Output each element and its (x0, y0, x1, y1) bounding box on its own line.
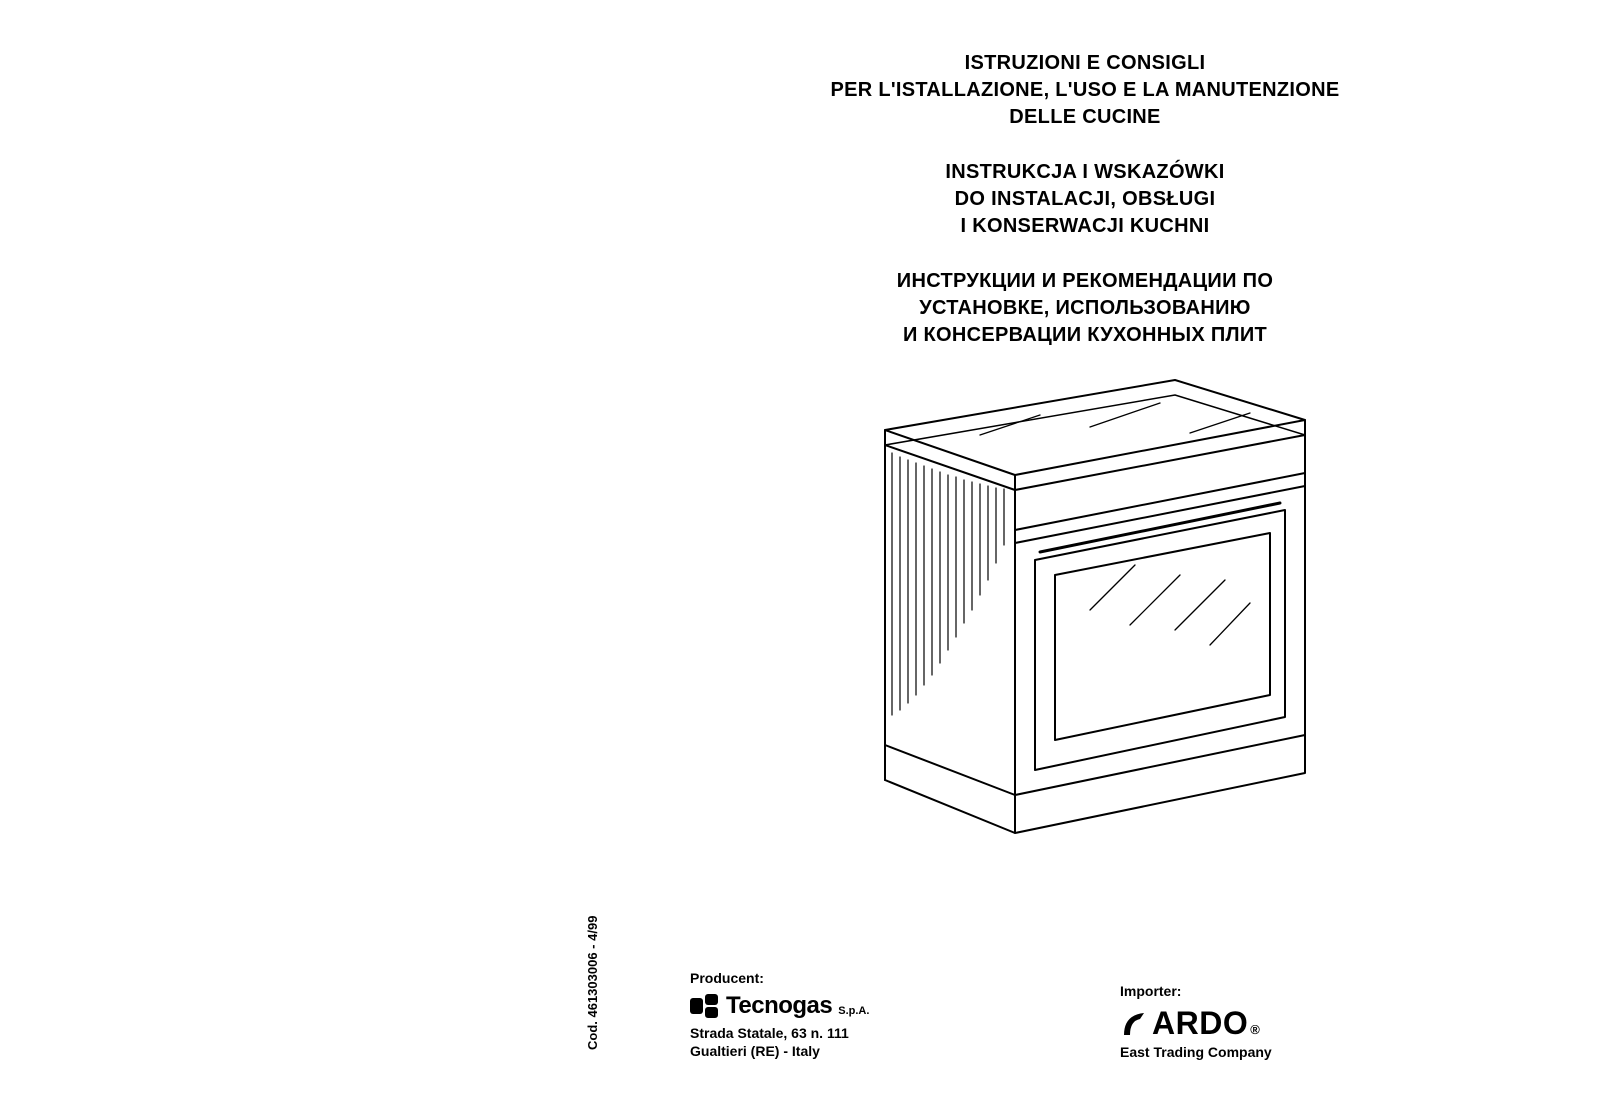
importer-block: Importer: ARDO ® East Trading Company (1120, 983, 1380, 1060)
producer-addr2: Gualtieri (RE) - Italy (690, 1042, 1010, 1060)
tecnogas-logo: Tecnogas S.p.A. (690, 992, 1010, 1020)
producer-suffix: S.p.A. (838, 1005, 869, 1017)
title-line: DO INSTALACJI, OBSŁUGI (720, 186, 1450, 213)
title-line: И КОНСЕРВАЦИИ КУХОННЫХ ПЛИТ (720, 322, 1450, 349)
title-line: ISTRUZIONI E CONSIGLI (720, 50, 1450, 77)
importer-reg: ® (1250, 1022, 1260, 1037)
title-line: DELLE CUCINE (720, 104, 1450, 131)
title-line: УСТАНОВКЕ, ИСПОЛЬЗОВАНИЮ (720, 295, 1450, 322)
title-line: ИНСТРУКЦИИ И РЕКОМЕНДАЦИИ ПО (720, 268, 1450, 295)
ardo-icon (1120, 1009, 1150, 1039)
footer: Producent: Tecnogas S.p.A. Strada Statal… (690, 920, 1540, 1060)
title-line: INSTRUKCJA I WSKAZÓWKI (720, 159, 1450, 186)
title-line: I KONSERWACJI KUCHNI (720, 213, 1450, 240)
document-page: ISTRUZIONI E CONSIGLI PER L'ISTALLAZIONE… (0, 0, 1600, 1120)
title-block: ISTRUZIONI E CONSIGLI PER L'ISTALLAZIONE… (720, 50, 1450, 377)
title-russian: ИНСТРУКЦИИ И РЕКОМЕНДАЦИИ ПО УСТАНОВКЕ, … (720, 268, 1450, 349)
producer-block: Producent: Tecnogas S.p.A. Strada Statal… (690, 970, 1010, 1060)
producer-label: Producent: (690, 970, 1010, 986)
producer-name: Tecnogas (726, 992, 832, 1020)
importer-sub: East Trading Company (1120, 1044, 1380, 1060)
title-italian: ISTRUZIONI E CONSIGLI PER L'ISTALLAZIONE… (720, 50, 1450, 131)
importer-name: ARDO (1152, 1005, 1248, 1042)
producer-addr1: Strada Statale, 63 n. 111 (690, 1024, 1010, 1042)
tecnogas-icon (690, 994, 720, 1018)
importer-label: Importer: (1120, 983, 1380, 999)
side-code: Cod. 461303006 - 4/99 (585, 916, 600, 1050)
cooker-illustration (830, 365, 1340, 865)
ardo-logo: ARDO ® (1120, 1005, 1380, 1042)
title-polish: INSTRUKCJA I WSKAZÓWKI DO INSTALACJI, OB… (720, 159, 1450, 240)
title-line: PER L'ISTALLAZIONE, L'USO E LA MANUTENZI… (720, 77, 1450, 104)
